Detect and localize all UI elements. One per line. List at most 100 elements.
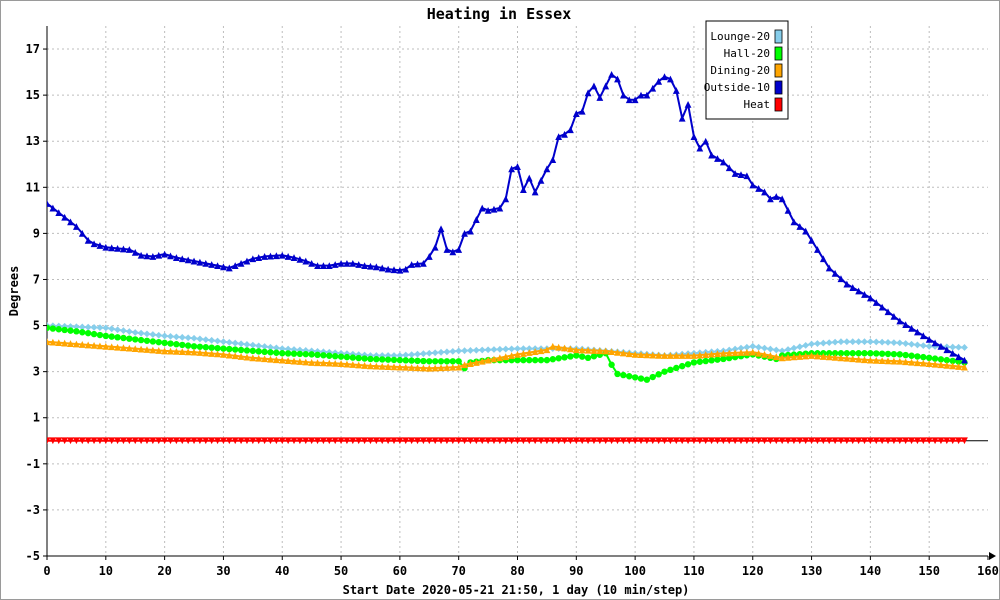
data-point-lounge-20 <box>796 343 804 351</box>
data-point-heat <box>749 437 757 445</box>
data-point-lounge-20 <box>73 323 80 331</box>
data-point-heat <box>472 437 480 445</box>
data-point-heat <box>690 437 698 445</box>
data-point-outside-10 <box>402 265 410 273</box>
data-point-outside-10 <box>755 185 763 192</box>
data-point-outside-10 <box>814 246 821 253</box>
legend-label-outside-10: Outside-10 <box>704 81 770 94</box>
data-point-dining-20 <box>943 361 951 369</box>
data-point-outside-10 <box>872 299 880 306</box>
data-point-heat <box>325 437 333 445</box>
data-point-hall-20 <box>255 348 262 355</box>
data-point-hall-20 <box>608 361 615 368</box>
data-point-outside-10 <box>766 195 774 203</box>
data-point-heat <box>943 437 951 445</box>
data-point-heat <box>249 437 257 445</box>
data-point-dining-20 <box>461 361 468 369</box>
y-tick-label: 1 <box>33 411 40 425</box>
data-point-dining-20 <box>437 364 445 372</box>
data-point-hall-20 <box>73 328 80 335</box>
data-point-lounge-20 <box>749 342 757 350</box>
data-point-outside-10 <box>719 158 727 166</box>
data-point-outside-10 <box>555 133 563 141</box>
data-point-hall-20 <box>690 359 698 366</box>
data-point-heat <box>584 437 592 445</box>
data-point-outside-10 <box>214 262 221 270</box>
data-point-hall-20 <box>908 352 915 359</box>
data-point-heat <box>255 437 263 445</box>
data-point-dining-20 <box>390 363 398 371</box>
data-point-heat <box>890 437 898 445</box>
data-point-dining-20 <box>896 357 904 365</box>
data-point-lounge-20 <box>437 348 445 356</box>
data-point-outside-10 <box>643 91 651 99</box>
data-point-lounge-20 <box>220 338 227 346</box>
data-point-outside-10 <box>461 229 468 237</box>
x-axis-title: Start Date 2020-05-21 21:50, 1 day (10 m… <box>343 583 690 597</box>
data-point-outside-10 <box>178 255 186 263</box>
data-point-outside-10 <box>261 253 269 260</box>
data-point-heat <box>467 437 474 445</box>
data-point-heat <box>361 437 368 445</box>
data-point-heat <box>484 437 492 445</box>
data-point-dining-20 <box>149 346 157 354</box>
data-point-lounge-20 <box>825 339 833 347</box>
data-point-lounge-20 <box>472 346 480 354</box>
data-point-dining-20 <box>202 349 210 357</box>
data-point-hall-20 <box>431 358 439 365</box>
data-point-heat <box>184 437 192 445</box>
data-point-lounge-20 <box>855 338 863 346</box>
data-point-hall-20 <box>349 354 357 361</box>
data-point-lounge-20 <box>849 338 857 346</box>
data-point-dining-20 <box>514 350 521 358</box>
data-point-outside-10 <box>849 284 857 291</box>
data-point-dining-20 <box>61 339 69 347</box>
data-point-heat <box>708 437 715 445</box>
data-point-dining-20 <box>784 353 792 361</box>
data-point-hall-20 <box>132 336 139 343</box>
data-point-lounge-20 <box>819 339 827 347</box>
data-point-dining-20 <box>402 363 410 371</box>
data-point-outside-10 <box>731 170 739 177</box>
legend: Lounge-20 Hall-20 Dining-20 Outside-10 Heat <box>704 20 789 120</box>
data-point-hall-20 <box>520 356 527 364</box>
data-point-dining-20 <box>625 350 633 358</box>
data-point-hall-20 <box>543 356 551 364</box>
data-point-lounge-20 <box>202 336 210 344</box>
data-point-dining-20 <box>231 352 239 360</box>
data-point-lounge-20 <box>884 338 892 346</box>
data-point-outside-10 <box>196 258 204 266</box>
data-point-heat <box>220 437 227 445</box>
data-point-lounge-20 <box>902 340 910 347</box>
data-point-hall-20 <box>678 362 686 370</box>
data-point-lounge-20 <box>514 345 521 353</box>
data-point-lounge-20 <box>408 351 416 358</box>
data-point-hall-20 <box>220 345 227 352</box>
data-point-outside-10 <box>390 266 398 274</box>
data-point-dining-20 <box>614 348 621 356</box>
data-point-outside-10 <box>255 254 263 261</box>
data-point-dining-20 <box>372 362 380 370</box>
data-point-outside-10 <box>372 263 380 271</box>
data-point-dining-20 <box>925 360 933 367</box>
data-point-heat <box>84 437 92 445</box>
data-point-lounge-20 <box>231 339 239 347</box>
x-tick-label: 110 <box>683 564 705 578</box>
data-point-dining-20 <box>714 350 721 358</box>
data-point-dining-20 <box>667 352 674 359</box>
data-point-heat <box>608 437 615 445</box>
data-point-outside-10 <box>678 114 686 122</box>
data-point-dining-20 <box>161 347 169 355</box>
data-point-lounge-20 <box>120 327 127 335</box>
data-point-heat <box>702 437 710 445</box>
data-point-lounge-20 <box>190 334 198 342</box>
data-point-lounge-20 <box>214 337 221 345</box>
data-point-hall-20 <box>361 355 368 362</box>
data-point-heat <box>808 437 815 445</box>
data-point-dining-20 <box>378 362 386 370</box>
data-point-dining-20 <box>290 357 298 365</box>
data-point-lounge-20 <box>78 323 86 331</box>
data-point-dining-20 <box>537 347 545 355</box>
data-point-lounge-20 <box>814 340 821 347</box>
data-point-heat <box>408 437 416 445</box>
